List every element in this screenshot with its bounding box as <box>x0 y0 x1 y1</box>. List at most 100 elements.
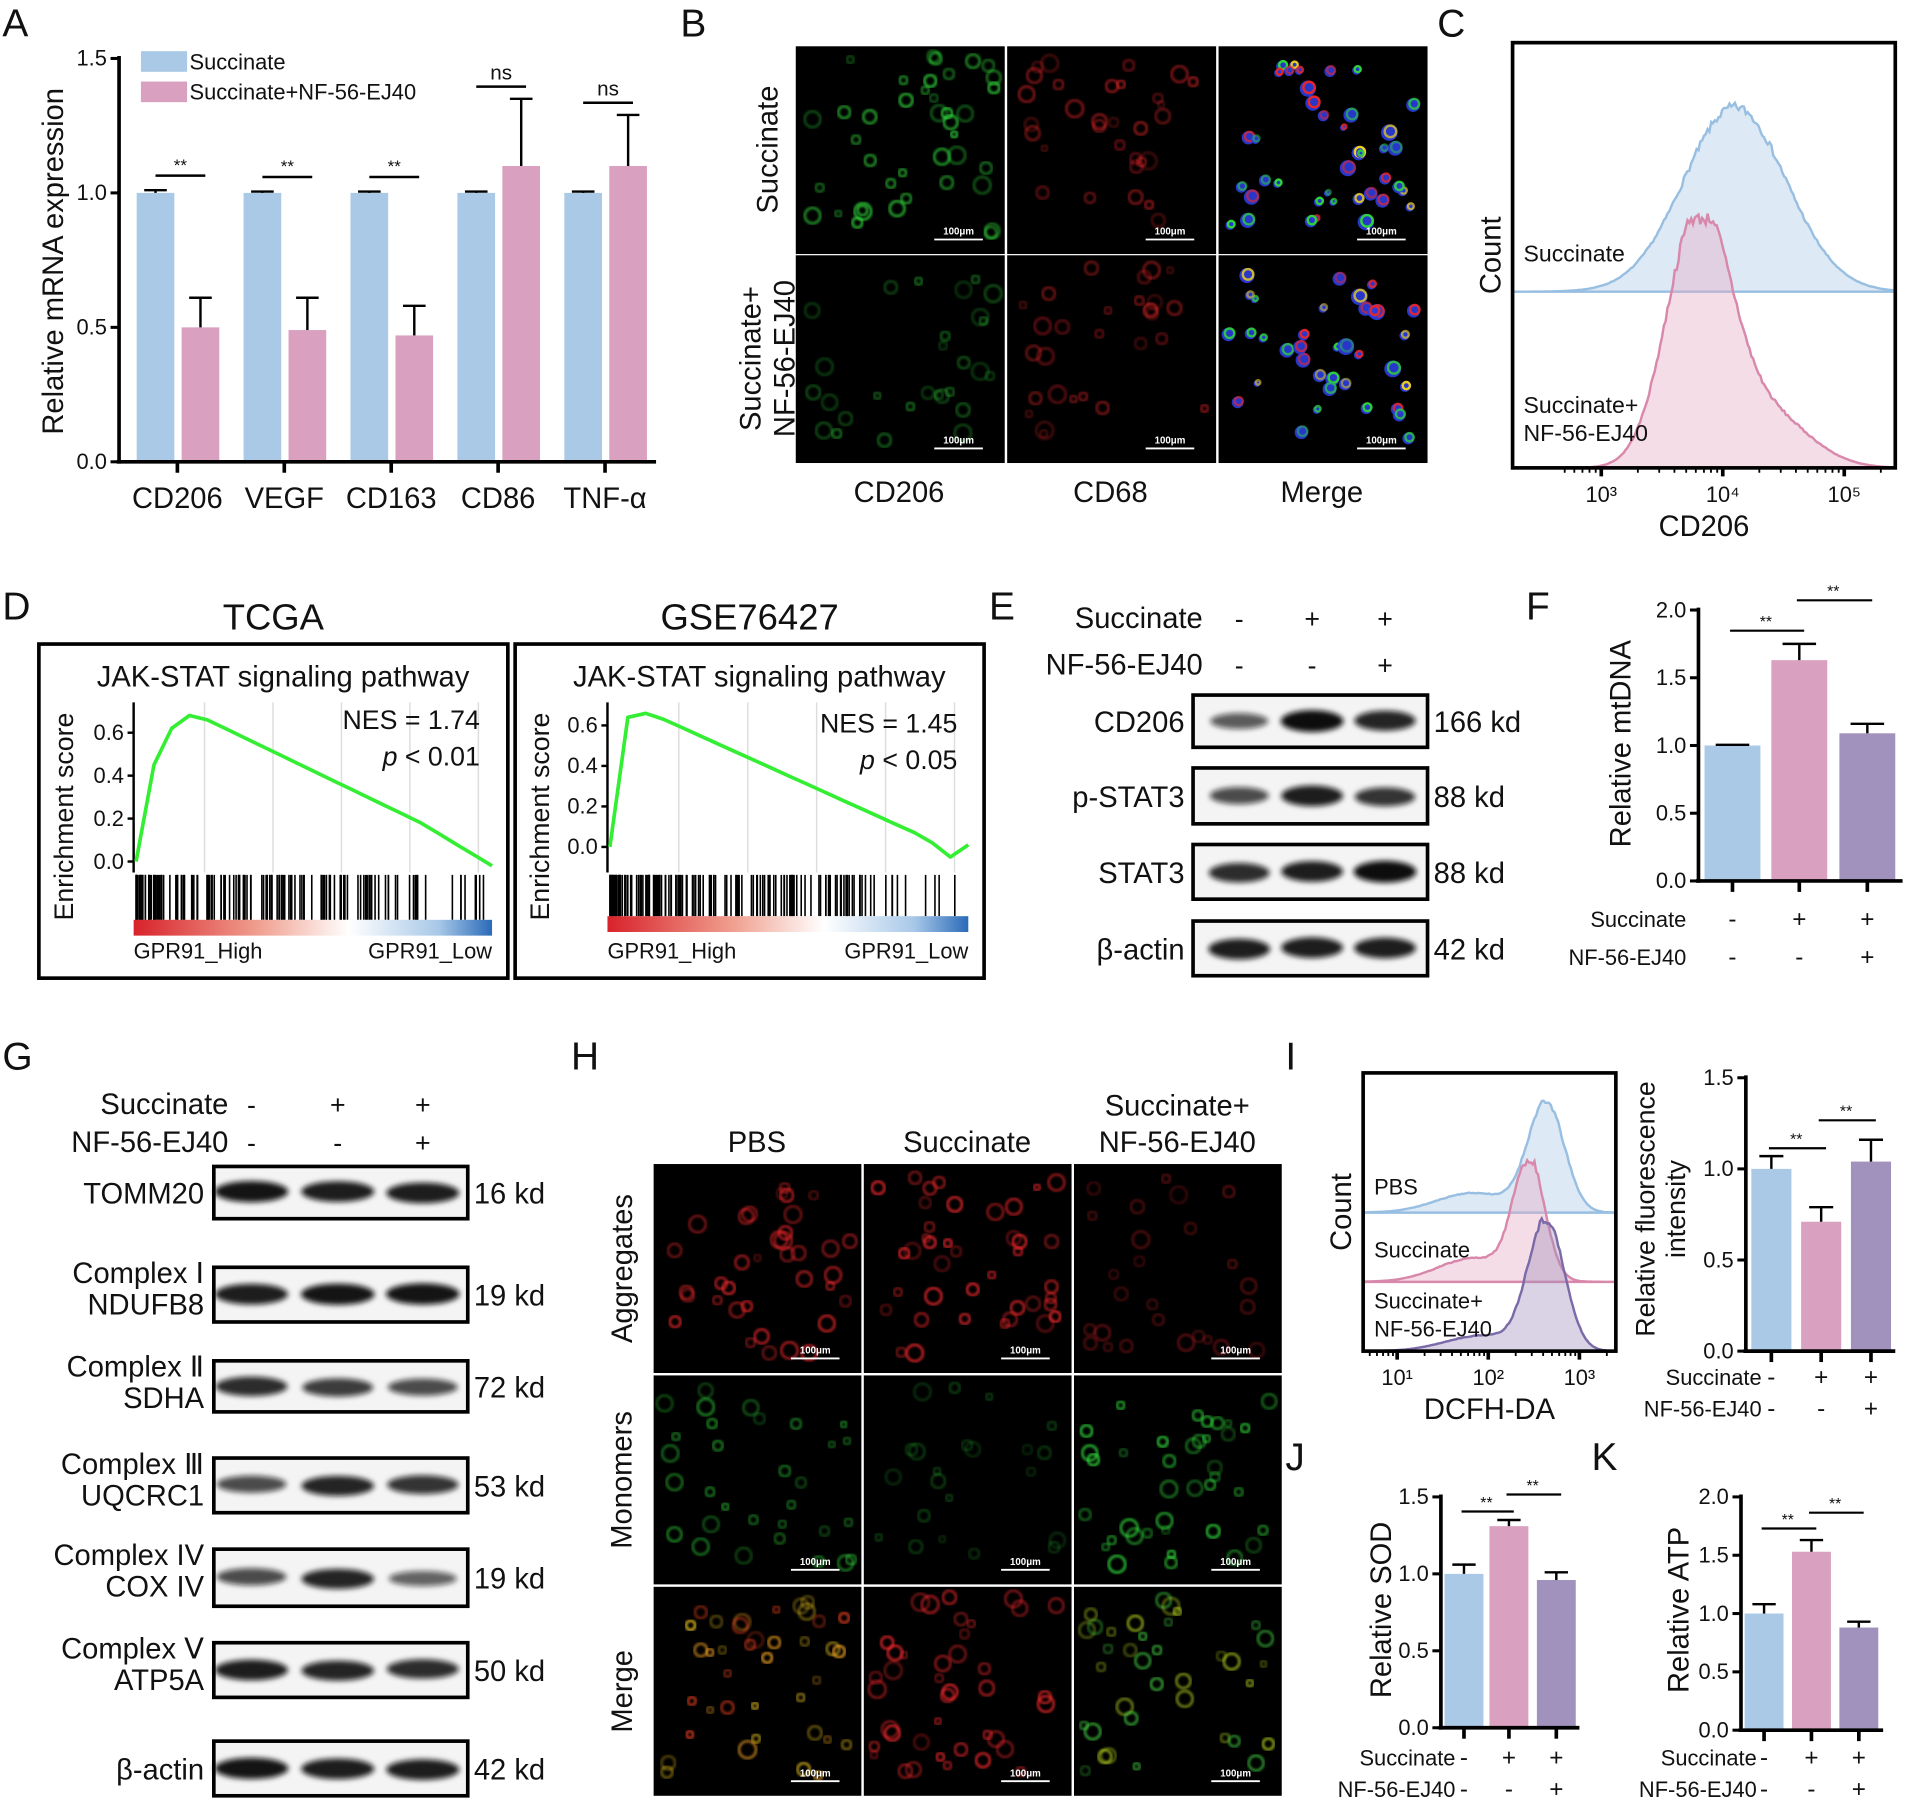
protein-band <box>385 1283 460 1305</box>
significance-label: ** <box>1829 1496 1841 1513</box>
condition-label: NF-56-EJ40 <box>1568 945 1686 970</box>
cell <box>818 1525 831 1537</box>
cell <box>803 206 822 225</box>
bar-chart-panel-a: 0.0 0.5 1.0 1.5 Relative mRNA expression CD20… <box>38 46 657 515</box>
scale-bar-label: 100μm <box>1155 227 1186 238</box>
cell <box>789 1417 803 1431</box>
cell <box>1002 1311 1019 1328</box>
cell <box>1369 305 1381 317</box>
cell <box>1123 1642 1138 1658</box>
molecular-weight-label: 72 kd <box>474 1372 545 1404</box>
cell <box>868 1670 883 1685</box>
cell <box>954 280 973 299</box>
cell <box>885 177 897 190</box>
y-axis-label: Relative SOD <box>1366 1522 1398 1699</box>
cell <box>985 69 1002 86</box>
cell <box>1377 193 1390 206</box>
bar <box>1839 1627 1879 1731</box>
cell <box>1133 1255 1146 1268</box>
cell <box>702 1515 720 1534</box>
condition-sign: - <box>1728 906 1736 933</box>
condition-label: NF-56-EJ40 <box>1046 649 1203 681</box>
cell <box>974 1752 992 1769</box>
cell <box>1012 1246 1024 1257</box>
condition-label: NF-56-EJ40 <box>71 1127 228 1159</box>
flow-histogram-panel-c: Succinate Succinate+NF-56-EJ40 10³ 10⁴ 10⁵ CD… <box>1475 40 1898 543</box>
protein-band <box>302 1378 374 1397</box>
cell <box>821 393 839 411</box>
cell <box>660 1755 677 1771</box>
condition-sign: + <box>1549 1744 1563 1771</box>
cell <box>942 67 956 81</box>
cell <box>1191 1433 1207 1449</box>
bar <box>564 192 602 462</box>
cell <box>1227 1734 1241 1748</box>
cell <box>1183 1221 1198 1236</box>
bar <box>1489 1526 1529 1728</box>
cell-nucleus <box>1387 140 1403 156</box>
hit-area <box>133 874 493 920</box>
cell <box>949 130 959 139</box>
panel-label-a: A <box>2 3 28 46</box>
protein-band <box>216 1568 287 1586</box>
cell <box>740 1300 754 1313</box>
cell <box>1408 97 1421 110</box>
cell <box>937 340 949 351</box>
cell <box>777 1519 788 1529</box>
cell <box>913 1312 930 1328</box>
cell <box>752 1253 762 1263</box>
protein-label: Complex Ⅰ <box>72 1258 204 1290</box>
molecular-weight-label: 19 kd <box>474 1281 545 1313</box>
cell <box>1025 344 1042 362</box>
cell <box>1246 189 1260 203</box>
bar <box>1771 660 1828 881</box>
column-label: Succinate+ <box>1105 1090 1250 1122</box>
cell <box>1247 1754 1265 1772</box>
x-axis-label: CD206 <box>1659 511 1750 543</box>
micrograph-green: 100μm <box>795 46 1005 255</box>
cell <box>1334 271 1347 284</box>
cell <box>1083 1722 1102 1741</box>
cell <box>905 401 916 412</box>
cell <box>872 391 882 401</box>
cell <box>845 54 856 65</box>
cell <box>1222 1184 1236 1199</box>
cell <box>1222 1652 1241 1671</box>
cell <box>796 1762 811 1777</box>
cell <box>777 1225 794 1241</box>
gsea-title: GSE76427 <box>660 596 838 637</box>
cell <box>767 1635 782 1650</box>
cell <box>693 1642 709 1658</box>
cell <box>1325 64 1337 76</box>
cell <box>815 421 833 440</box>
cell <box>1275 67 1284 76</box>
bar <box>243 192 282 462</box>
condition-sign: - <box>247 1090 256 1120</box>
cell <box>741 1205 758 1223</box>
cell <box>1281 342 1295 356</box>
cell <box>779 1187 795 1203</box>
molecular-weight-label: 42 kd <box>474 1754 545 1786</box>
panel-label-c: C <box>1437 3 1465 46</box>
micrograph-background <box>1007 255 1217 464</box>
cell <box>1340 123 1348 131</box>
condition-label: Succinate <box>1075 603 1203 635</box>
cell <box>1223 327 1236 340</box>
protein-band <box>1280 710 1344 732</box>
y-tick-label: 0.0 <box>567 834 597 859</box>
cell <box>966 1618 977 1629</box>
y-tick-label: 0.0 <box>1703 1338 1733 1363</box>
significance-label: ** <box>1782 1512 1794 1529</box>
cell <box>941 1589 958 1606</box>
cell <box>1108 1268 1120 1280</box>
cell <box>930 104 949 123</box>
cell-nucleus <box>1378 144 1388 154</box>
y-tick-label: 1.0 <box>1398 1561 1428 1586</box>
y-tick-label: 2.0 <box>1698 1484 1728 1509</box>
y-tick-label: 0.4 <box>567 753 597 778</box>
cell <box>821 1239 840 1258</box>
cell <box>834 209 843 218</box>
y-tick-label: 0.6 <box>94 720 124 745</box>
bar <box>288 330 327 462</box>
cell <box>779 1246 796 1263</box>
